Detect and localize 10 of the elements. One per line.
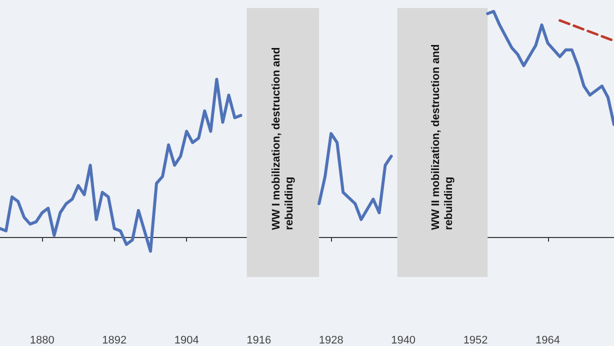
x-tick-label: 1964 (536, 334, 560, 346)
x-tick-label: 1952 (463, 334, 488, 346)
band-label: WW II mobilization, destruction and rebuilding (430, 41, 455, 230)
x-tick-label: 1880 (30, 334, 54, 346)
x-tick-label: 1892 (102, 334, 127, 346)
band-label: WW I mobilization, destruction and rebuilding (270, 44, 296, 230)
x-tick-label: 1904 (174, 334, 199, 346)
x-tick-label: 1928 (318, 334, 344, 346)
x-tick-label: 1916 (246, 334, 272, 346)
x-tick-label: 1940 (391, 334, 416, 346)
